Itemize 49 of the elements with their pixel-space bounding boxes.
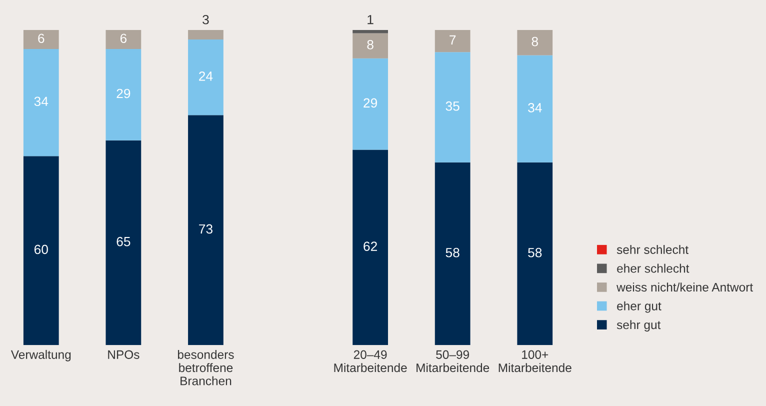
data-label: 58 (446, 248, 460, 258)
data-label: 58 (528, 248, 542, 258)
bar (434, 162, 470, 346)
bar (106, 140, 142, 346)
bar (23, 48, 59, 156)
data-label: 34 (34, 96, 48, 106)
bar (352, 150, 388, 346)
legend-label: weiss nicht/keine Antwort (616, 282, 754, 292)
data-label: 7 (450, 35, 456, 44)
data-label: 29 (116, 88, 130, 98)
bar (434, 52, 470, 162)
x-tick-label: 50–99 Mitarbeitende (416, 350, 490, 372)
data-label: 65 (116, 236, 130, 246)
bar (188, 30, 224, 40)
data-label: 8 (367, 40, 374, 50)
bar (517, 162, 553, 346)
bar (352, 58, 388, 150)
bar (352, 33, 388, 58)
x-tick-label: 100+ Mitarbeitende (498, 350, 572, 372)
bar (106, 30, 142, 49)
bar (434, 30, 470, 52)
x-tick-label: NPOs (108, 350, 140, 359)
data-label: 60 (34, 244, 48, 254)
data-label: 34 (528, 103, 542, 112)
legend-label: sehr gut (616, 320, 661, 332)
bar (106, 48, 142, 140)
data-label: 73 (199, 224, 212, 234)
bar (517, 55, 553, 162)
bar (188, 115, 224, 346)
data-label: 35 (446, 101, 460, 111)
x-tick-label: 20–49 Mitarbeitende (334, 350, 407, 372)
bar (352, 30, 388, 34)
x-tick-label: besonders betroffene Branchen (178, 350, 234, 386)
data-label: 3 (202, 14, 209, 24)
bar (23, 156, 59, 346)
x-tick-label: Verwaltung (10, 350, 71, 362)
bar (517, 30, 553, 56)
legend-label: eher schlecht (617, 264, 690, 273)
data-label: 6 (38, 34, 44, 44)
data-label: 1 (368, 15, 374, 24)
data-label: 6 (120, 34, 127, 44)
legend-label: eher gut (617, 301, 662, 313)
bar (188, 39, 224, 116)
legend-label: sehr schlecht (616, 245, 688, 254)
bar (23, 30, 59, 49)
data-label: 24 (199, 72, 213, 81)
data-label: 8 (532, 36, 538, 46)
data-label: 62 (364, 242, 377, 251)
data-label: 29 (364, 98, 378, 108)
